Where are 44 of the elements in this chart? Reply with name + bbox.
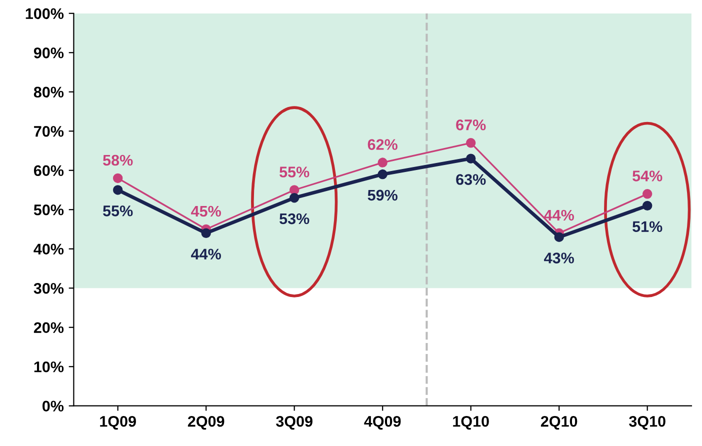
data-label: 53% bbox=[280, 213, 310, 224]
x-tick-label: 2Q10 bbox=[540, 416, 578, 430]
data-label: 62% bbox=[368, 139, 398, 150]
data-label: 43% bbox=[544, 252, 574, 264]
data-label: 59% bbox=[368, 190, 398, 201]
y-tick-label: 80% bbox=[34, 86, 64, 98]
point bbox=[466, 154, 476, 164]
data-label: 55% bbox=[103, 206, 133, 216]
data-label: 55% bbox=[280, 166, 310, 178]
y-tick-label: 60% bbox=[34, 165, 64, 176]
data-label: 67% bbox=[456, 120, 486, 130]
y-tick-label: 50% bbox=[34, 204, 64, 216]
point bbox=[112, 185, 123, 195]
point bbox=[642, 200, 652, 211]
data-label: 51% bbox=[632, 221, 662, 232]
point bbox=[378, 169, 388, 180]
y-tick-label: 40% bbox=[34, 244, 64, 255]
x-tick-label: 3Q09 bbox=[276, 416, 312, 430]
y-tick-label: 100% bbox=[26, 8, 64, 20]
point bbox=[466, 138, 476, 148]
y-tick-label: 10% bbox=[34, 361, 64, 372]
point bbox=[378, 158, 388, 168]
point bbox=[289, 192, 300, 203]
point bbox=[289, 185, 300, 195]
x-tick-label: 1Q10 bbox=[453, 416, 489, 430]
x-tick-label: 4Q09 bbox=[364, 416, 401, 430]
point bbox=[201, 228, 211, 238]
point bbox=[642, 189, 652, 199]
data-label: 58% bbox=[103, 154, 133, 166]
data-label: 63% bbox=[456, 174, 486, 185]
y-tick-label: 30% bbox=[34, 282, 64, 294]
y-tick-label: 0% bbox=[42, 400, 64, 412]
x-tick-label: 3Q10 bbox=[629, 416, 666, 430]
data-label: 44% bbox=[544, 210, 574, 221]
y-tick-label: 70% bbox=[34, 126, 64, 137]
x-tick-label: 2Q09 bbox=[188, 416, 224, 430]
x-tick-label: 1Q09 bbox=[100, 416, 136, 430]
point bbox=[554, 232, 564, 242]
data-label: 54% bbox=[632, 170, 662, 182]
data-label: 45% bbox=[191, 206, 221, 217]
y-tick-label: 20% bbox=[34, 322, 64, 334]
data-label: 44% bbox=[191, 248, 221, 260]
point bbox=[112, 173, 123, 184]
y-tick-label: 90% bbox=[34, 47, 64, 58]
